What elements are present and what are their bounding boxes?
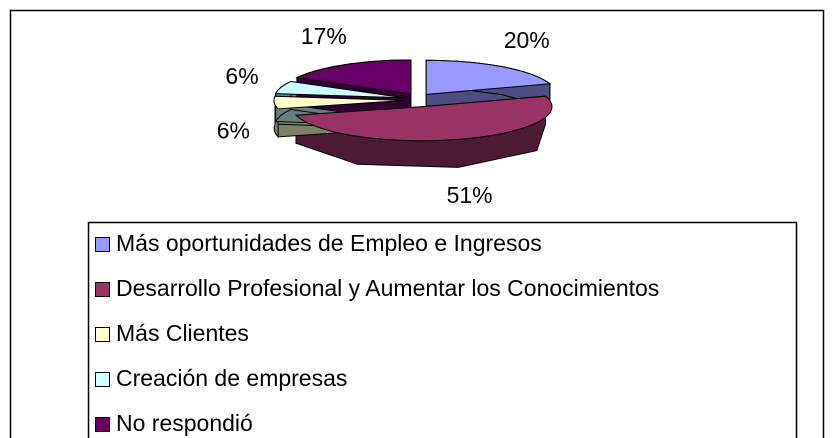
data-label: 6%: [217, 118, 250, 144]
legend-swatch: [95, 327, 110, 342]
pie-slice: [274, 80, 405, 99]
pie-slice: [295, 59, 412, 95]
data-label: 51%: [447, 182, 493, 208]
legend-label: Desarrollo Profesional y Aumentar los Co…: [116, 275, 659, 301]
pie-slice: [294, 95, 553, 142]
pie-slice: [425, 59, 552, 95]
data-label: 17%: [301, 23, 347, 49]
legend-swatch: [95, 282, 110, 297]
legend-label: Más oportunidades de Empleo e Ingresos: [116, 230, 542, 256]
legend-swatch: [95, 417, 110, 432]
legend-swatch: [95, 237, 110, 252]
labels: 20% 51% 6% 6% 17%: [217, 23, 550, 208]
data-label: 20%: [504, 27, 550, 53]
pie-tops: [273, 59, 553, 142]
legend: Más oportunidades de Empleo e Ingresos De…: [95, 230, 659, 436]
pie-slice: [273, 95, 405, 110]
legend-label: Más Clientes: [116, 320, 249, 346]
legend-label: No respondió: [116, 410, 253, 436]
legend-swatch: [95, 372, 110, 387]
legend-box: [87, 221, 798, 438]
legend-label: Creación de empresas: [116, 365, 347, 391]
data-label: 6%: [225, 63, 258, 89]
